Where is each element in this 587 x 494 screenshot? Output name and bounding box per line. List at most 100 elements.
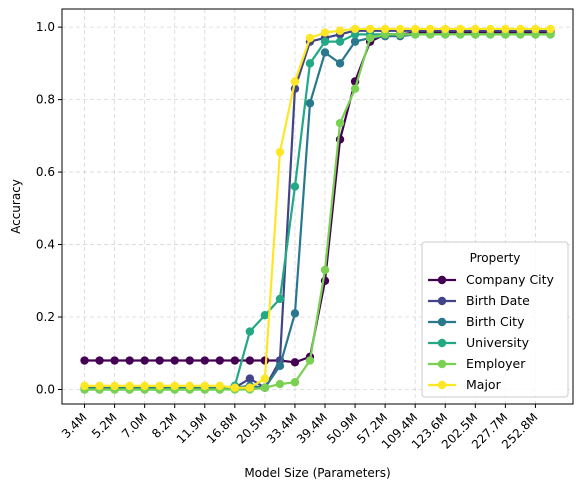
x-tick-label: 20.5M [234, 410, 270, 446]
data-point [335, 37, 345, 46]
data-point [441, 24, 450, 34]
data-point [245, 383, 255, 392]
y-tick-label: 0.6 [36, 165, 55, 179]
legend-swatch-marker [437, 359, 447, 369]
data-point [275, 379, 285, 389]
x-axis-label: Model Size (Parameters) [244, 466, 390, 480]
data-point [260, 311, 270, 320]
data-point [125, 381, 134, 391]
data-point [335, 118, 345, 128]
data-point [305, 59, 315, 68]
data-point [275, 147, 285, 157]
data-point [80, 381, 89, 391]
legend-item: Company City [428, 272, 555, 287]
legend-label: University [466, 335, 530, 350]
data-point [365, 33, 375, 43]
data-point [140, 356, 149, 365]
data-point [110, 381, 119, 391]
data-point [275, 294, 285, 304]
data-point [516, 24, 525, 34]
legend-label: Company City [466, 272, 555, 287]
legend-label: Birth City [466, 314, 525, 329]
data-point [410, 24, 420, 34]
x-tick-label: 16.8M [204, 410, 240, 446]
data-point [155, 356, 164, 365]
y-tick-label: 1.0 [36, 20, 55, 34]
data-point [140, 381, 149, 391]
data-point [335, 59, 345, 68]
y-axis-label: Accuracy [9, 179, 23, 234]
data-point [185, 356, 194, 365]
data-point [200, 381, 209, 391]
data-point [320, 37, 330, 46]
x-tick-label: 7.0M [119, 410, 150, 441]
data-point [320, 28, 330, 37]
plot-frame [61, 8, 574, 405]
legend-title: Property [470, 251, 521, 265]
x-tick-label: 33.4M [264, 410, 300, 446]
legend-swatch-marker [437, 380, 447, 390]
data-point [110, 356, 119, 365]
data-point [95, 381, 104, 391]
data-point [185, 381, 194, 391]
legend-item: Birth Date [428, 293, 530, 308]
series-major [80, 24, 555, 392]
legend: Property Company City Birth Date Birth Cit… [421, 241, 569, 398]
data-point [456, 24, 465, 34]
legend-swatch-marker [437, 317, 447, 327]
data-point [350, 84, 360, 93]
data-point [80, 356, 89, 365]
data-point [501, 24, 510, 34]
data-point [290, 358, 300, 367]
grid-lines [62, 9, 573, 404]
data-point [260, 383, 270, 392]
legend-swatch-marker [437, 296, 447, 306]
data-point [275, 361, 285, 371]
data-point [215, 356, 225, 365]
data-point [95, 356, 104, 365]
legend-item: Major [428, 377, 502, 392]
x-tick-label: 5.2M [89, 410, 120, 441]
data-point [335, 26, 345, 35]
data-point [320, 48, 330, 57]
data-point [320, 265, 330, 275]
data-point [290, 309, 300, 318]
data-point [426, 24, 435, 34]
legend-label: Employer [466, 356, 526, 371]
y-tick-label: 0.4 [36, 238, 55, 252]
data-point [531, 24, 540, 34]
data-point [290, 378, 300, 387]
data-point [305, 356, 315, 365]
data-point [170, 381, 179, 391]
x-axis-ticks: 3.4M 5.2M 7.0M 8.2M11.9M16.8M20.5M33.4M39.4… [59, 404, 541, 452]
data-point [245, 374, 255, 383]
data-point [290, 77, 300, 86]
x-tick-label: 50.9M [324, 410, 360, 446]
legend-swatch-marker [437, 275, 447, 285]
legend-label: Major [466, 377, 502, 392]
y-tick-label: 0.8 [36, 93, 55, 107]
legend-item: University [428, 335, 530, 350]
data-point [155, 381, 164, 391]
x-tick-label: 11.9M [174, 410, 210, 446]
data-point [125, 356, 134, 365]
data-point [350, 24, 360, 34]
legend-item: Employer [428, 356, 526, 371]
data-point [260, 374, 270, 383]
x-tick-label: 3.4M [59, 410, 90, 441]
data-point [170, 356, 179, 365]
legend-swatch-marker [437, 338, 447, 348]
data-point [230, 383, 240, 392]
data-point [365, 24, 375, 34]
data-point [305, 33, 315, 43]
y-tick-label: 0.0 [36, 383, 55, 397]
data-point [290, 182, 300, 191]
data-point [350, 37, 360, 46]
data-point [546, 24, 555, 34]
data-point [305, 99, 315, 108]
y-tick-label: 0.2 [36, 310, 55, 324]
data-point [380, 24, 390, 34]
x-tick-label: 39.4M [294, 410, 330, 446]
